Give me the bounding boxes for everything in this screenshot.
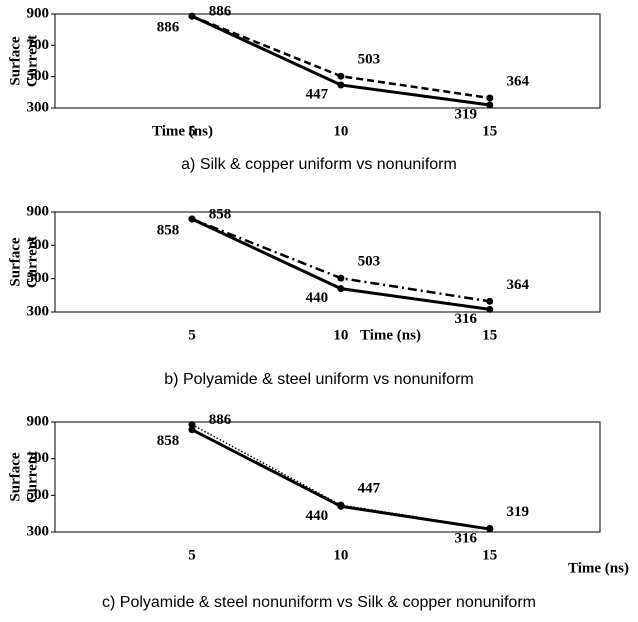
x-axis-label: Time (ns)	[152, 123, 213, 139]
point	[486, 297, 494, 305]
caption: b) Polyamide & steel uniform vs nonunifo…	[164, 371, 473, 388]
y-tick-label: 900	[27, 413, 50, 429]
x-axis-label: Time (ns)	[360, 327, 421, 343]
plot-area	[54, 13, 601, 109]
x-axis-label: Time (ns)	[568, 560, 629, 576]
y-tick-label: 700	[27, 450, 50, 466]
x-tick-label: 15	[482, 123, 497, 139]
y-axis-label: Surface	[7, 237, 23, 286]
y-tick-label: 900	[27, 203, 50, 219]
y-axis-label: Surface	[7, 36, 23, 85]
data-label: 886	[209, 412, 232, 428]
point	[188, 215, 196, 223]
point	[188, 426, 196, 434]
data-label: 364	[507, 277, 530, 293]
y-axis-label: Current	[24, 35, 40, 87]
data-label: 503	[358, 254, 381, 270]
point	[486, 525, 494, 533]
y-axis-label: Surface	[7, 452, 23, 501]
plot-area	[54, 421, 601, 533]
series-line	[191, 423, 490, 530]
series-line	[191, 217, 491, 311]
y-tick-label: 500	[27, 68, 50, 84]
caption: a) Silk & copper uniform vs nonuniform	[181, 156, 457, 173]
y-tick-label: 900	[27, 5, 50, 21]
point	[337, 72, 345, 80]
y-tick-label: 300	[27, 99, 50, 115]
data-label: 316	[455, 311, 478, 327]
x-tick-label: 10	[333, 123, 348, 139]
point	[337, 501, 345, 509]
point	[337, 274, 345, 282]
plot-area	[54, 211, 601, 313]
point	[486, 94, 494, 102]
data-label: 319	[507, 504, 530, 520]
data-label: 503	[358, 52, 381, 68]
y-tick-label: 700	[27, 237, 50, 253]
data-label: 319	[455, 106, 478, 122]
y-tick-label: 300	[27, 303, 50, 319]
data-label: 316	[455, 531, 478, 547]
data-label: 858	[209, 206, 232, 222]
y-tick-label: 300	[27, 523, 50, 539]
data-label: 886	[209, 4, 232, 20]
x-tick-label: 15	[482, 327, 497, 343]
x-tick-label: 10	[333, 327, 348, 343]
y-tick-label: 700	[27, 37, 50, 53]
data-label: 447	[306, 86, 329, 102]
x-tick-label: 10	[333, 547, 348, 563]
x-tick-label: 15	[482, 547, 497, 563]
x-tick-label: 5	[188, 327, 196, 343]
data-label: 364	[507, 73, 530, 89]
y-axis-label: Current	[24, 236, 40, 288]
point	[337, 285, 345, 293]
point	[188, 421, 196, 429]
data-label: 858	[157, 433, 180, 449]
data-label: 447	[358, 480, 381, 496]
data-label: 858	[157, 222, 180, 238]
point	[188, 12, 196, 20]
y-tick-label: 500	[27, 487, 50, 503]
data-label: 440	[306, 508, 329, 524]
data-label: 886	[157, 20, 180, 36]
x-tick-label: 5	[188, 547, 196, 563]
point	[486, 101, 494, 109]
data-label: 440	[306, 290, 329, 306]
y-axis-label: Current	[24, 451, 40, 503]
x-tick-label: 5	[188, 123, 196, 139]
series-line	[191, 428, 491, 531]
caption: c) Polyamide & steel nonuniform vs Silk …	[102, 594, 536, 611]
point	[337, 81, 345, 89]
point	[486, 305, 494, 313]
y-tick-label: 500	[27, 270, 50, 286]
